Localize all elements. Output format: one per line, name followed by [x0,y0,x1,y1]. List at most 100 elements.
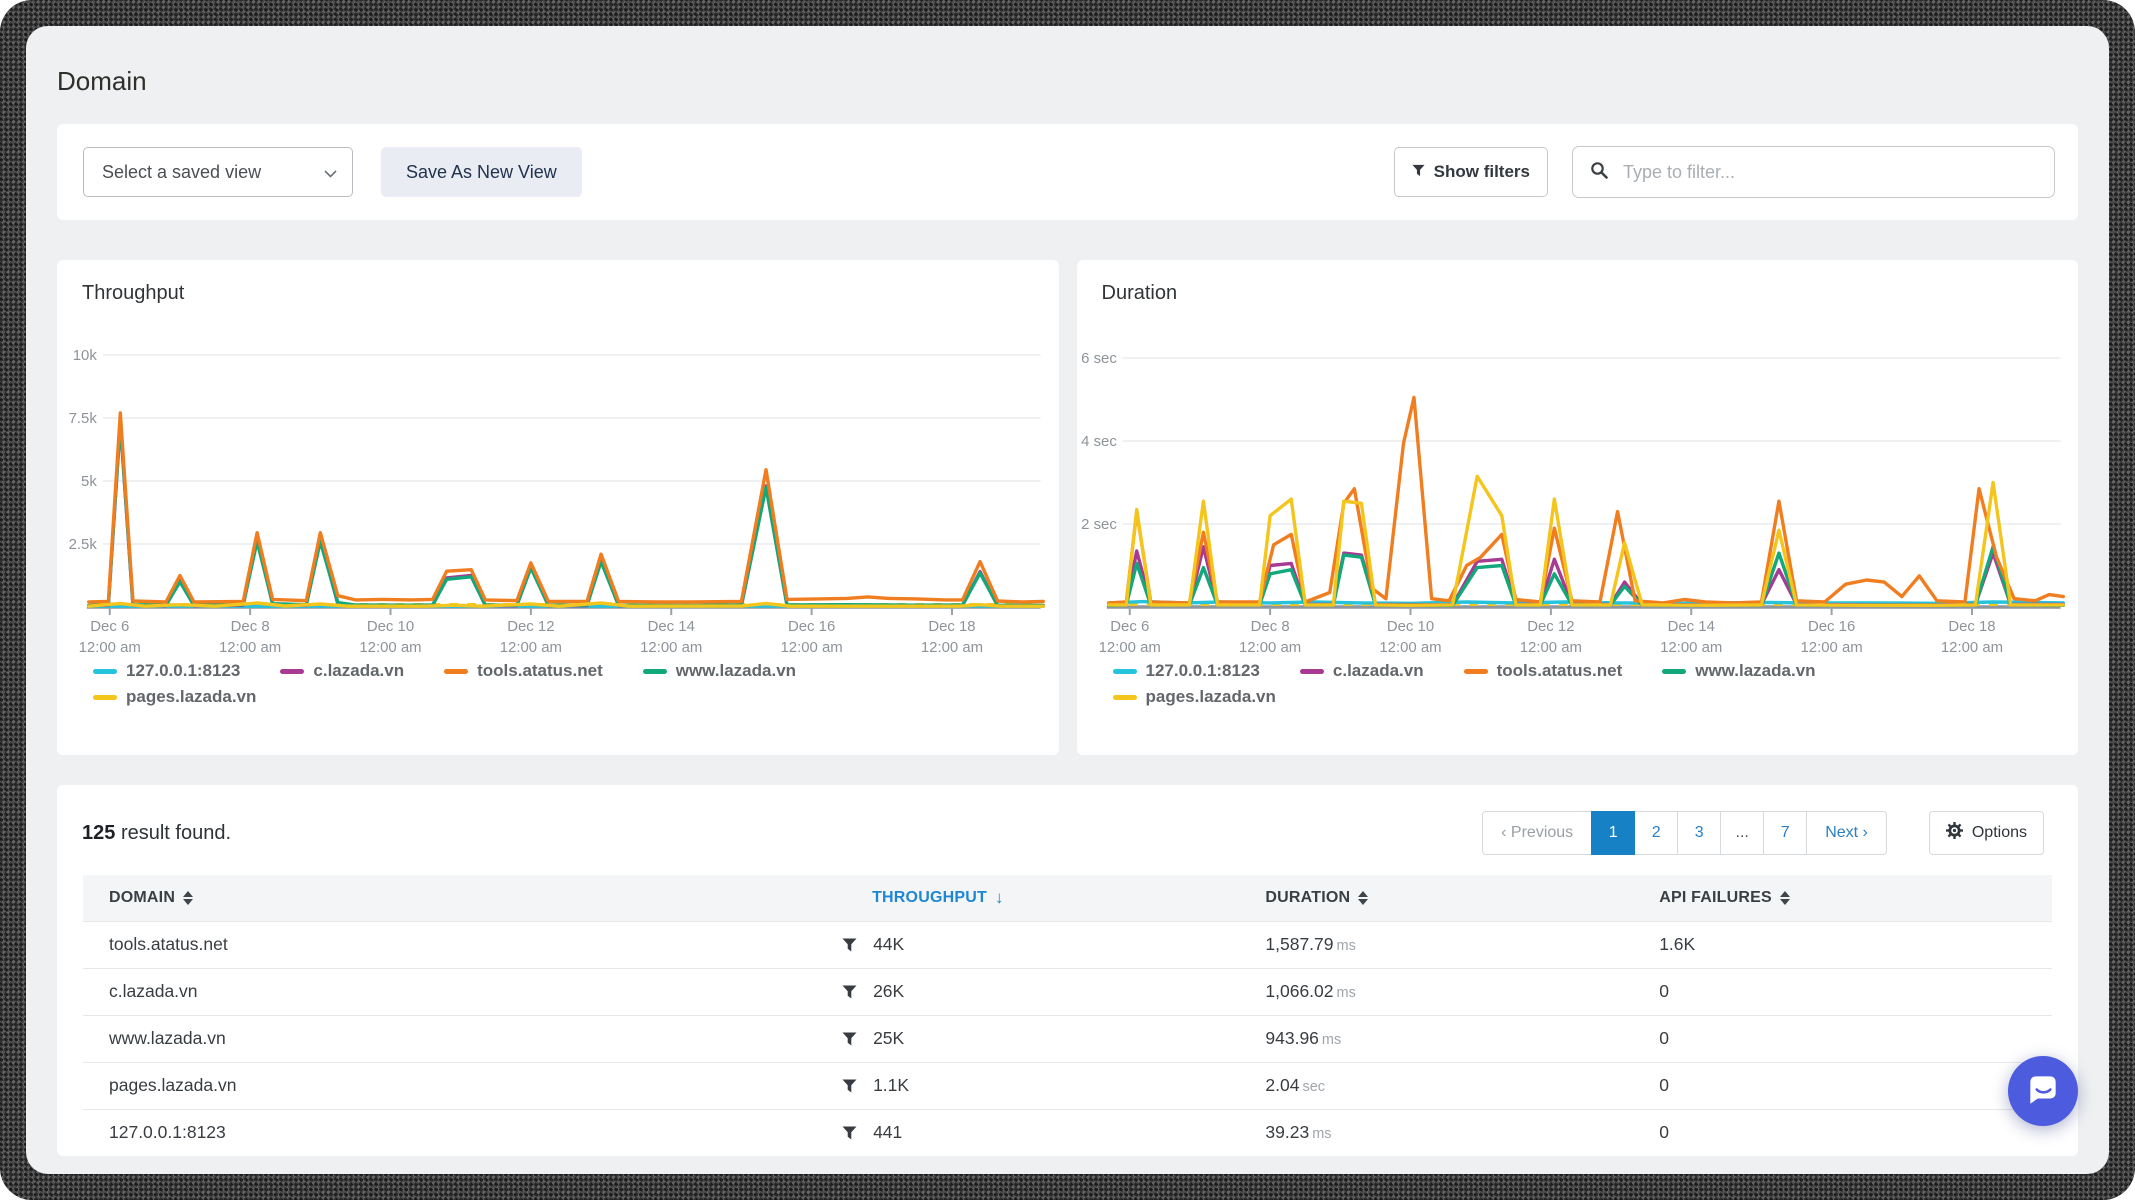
filter-funnel-icon[interactable] [842,1032,857,1046]
svg-text:12:00 am: 12:00 am [1940,639,2002,656]
svg-text:Dec 16: Dec 16 [1807,618,1854,635]
throughput-chart-legend: 127.0.0.1:8123 c.lazada.vn tools.atatus.ne… [57,661,877,707]
cell-domain: tools.atatus.net [83,921,841,968]
svg-text:12:00 am: 12:00 am [1239,639,1301,656]
page-button-2[interactable]: 2 [1634,811,1678,855]
legend-label: www.lazada.vn [676,661,796,681]
legend-swatch [280,669,304,674]
charts-row: Throughput 2.5k5k7.5k10kDec 612:00 amDec… [57,260,2078,755]
legend-swatch [1113,669,1137,674]
legend-item[interactable]: c.lazada.vn [1300,661,1424,681]
cell-api-failures: 0 [1658,968,2052,1015]
table-header: DOMAINTHROUGHPUT↓DURATIONAPI FAILURES [83,875,2052,921]
svg-text:Dec 6: Dec 6 [90,618,129,635]
svg-text:Dec 14: Dec 14 [648,618,695,635]
cell-api-failures: 0 [1658,1015,2052,1062]
legend-item[interactable]: pages.lazada.vn [1113,687,1276,707]
legend-item[interactable]: www.lazada.vn [643,661,796,681]
filter-funnel-icon[interactable] [842,985,857,999]
page-button-1[interactable]: 1 [1591,811,1635,855]
legend-item[interactable]: c.lazada.vn [280,661,404,681]
legend-item[interactable]: tools.atatus.net [444,661,603,681]
column-header-api-failures[interactable]: API FAILURES [1658,875,2052,921]
screenshot-frame: Domain Select a saved view Save As New V… [0,0,2135,1200]
cell-duration: 943.96ms [1264,1015,1658,1062]
legend-label: 127.0.0.1:8123 [126,661,240,681]
duration-chart-title: Duration [1102,282,2079,305]
column-header-domain[interactable]: DOMAIN [83,875,841,921]
filter-funnel-icon[interactable] [842,1079,857,1093]
cell-throughput: 441 [841,1109,1264,1156]
throughput-chart-card: Throughput 2.5k5k7.5k10kDec 612:00 amDec… [57,260,1059,755]
svg-text:Dec 8: Dec 8 [1250,618,1289,635]
legend-item[interactable]: tools.atatus.net [1464,661,1623,681]
saved-view-select-value: Select a saved view [102,162,261,183]
legend-item[interactable]: 127.0.0.1:8123 [93,661,240,681]
previous-page-button[interactable]: ‹ Previous [1482,811,1592,855]
table-controls-right: ‹ Previous123...7Next › Options [1482,811,2044,855]
legend-label: pages.lazada.vn [126,687,256,707]
column-header-duration[interactable]: DURATION [1264,875,1658,921]
svg-text:12:00 am: 12:00 am [1519,639,1581,656]
cell-domain: c.lazada.vn [83,968,841,1015]
sort-icon [1780,891,1790,905]
toolbar-right: Show filters [1394,146,2055,198]
save-as-new-view-button[interactable]: Save As New View [381,147,582,197]
results-summary: 125 result found. [82,822,231,845]
svg-text:12:00 am: 12:00 am [219,639,281,656]
sort-icon [183,891,193,905]
options-button[interactable]: Options [1929,811,2044,855]
saved-view-select[interactable]: Select a saved view [83,147,353,197]
page-button-7[interactable]: 7 [1763,811,1807,855]
legend-label: tools.atatus.net [477,661,603,681]
legend-item[interactable]: pages.lazada.vn [93,687,256,707]
cell-throughput: 1.1K [841,1062,1264,1109]
svg-text:Dec 18: Dec 18 [1948,618,1995,635]
page-button-...[interactable]: ... [1720,811,1764,855]
filter-search-input[interactable] [1621,161,2037,184]
table-row[interactable]: c.lazada.vn26K1,066.02ms0 [83,968,2052,1015]
svg-text:Dec 18: Dec 18 [928,618,975,635]
cell-domain: 127.0.0.1:8123 [83,1109,841,1156]
legend-label: www.lazada.vn [1695,661,1815,681]
svg-text:Dec 10: Dec 10 [1386,618,1433,635]
legend-item[interactable]: 127.0.0.1:8123 [1113,661,1260,681]
svg-text:7.5k: 7.5k [69,410,98,427]
legend-label: 127.0.0.1:8123 [1146,661,1260,681]
next-page-button[interactable]: Next › [1806,811,1887,855]
legend-swatch [93,669,117,674]
filter-funnel-icon[interactable] [842,1126,857,1140]
filter-funnel-icon[interactable] [842,938,857,952]
column-header-throughput[interactable]: THROUGHPUT↓ [841,875,1264,921]
domains-table: DOMAINTHROUGHPUT↓DURATIONAPI FAILURES to… [83,875,2052,1156]
filter-toolbar: Select a saved view Save As New View Sho… [57,124,2078,220]
svg-text:12:00 am: 12:00 am [359,639,421,656]
show-filters-button[interactable]: Show filters [1394,147,1548,197]
table-row[interactable]: www.lazada.vn25K943.96ms0 [83,1015,2052,1062]
svg-text:Dec 10: Dec 10 [367,618,414,635]
cell-throughput: 44K [841,921,1264,968]
svg-text:12:00 am: 12:00 am [500,639,562,656]
svg-text:12:00 am: 12:00 am [1660,639,1722,656]
page-button-3[interactable]: 3 [1677,811,1721,855]
pagination: ‹ Previous123...7Next › [1482,811,1887,855]
chat-icon [2024,1070,2062,1113]
cell-domain: www.lazada.vn [83,1015,841,1062]
svg-text:Dec 6: Dec 6 [1110,618,1149,635]
search-icon [1590,161,1608,184]
table-row[interactable]: tools.atatus.net44K1,587.79ms1.6K [83,921,2052,968]
throughput-chart-title: Throughput [82,282,1059,305]
svg-text:5k: 5k [81,473,97,490]
svg-text:2 sec: 2 sec [1081,516,1117,533]
legend-item[interactable]: www.lazada.vn [1662,661,1815,681]
duration-chart: 2 sec4 sec6 secDec 612:00 amDec 812:00 a… [1077,327,2079,657]
table-row[interactable]: 127.0.0.1:812344139.23ms0 [83,1109,2052,1156]
gear-icon [1946,822,1963,844]
cell-duration: 39.23ms [1264,1109,1658,1156]
chat-launcher-button[interactable] [2008,1056,2078,1126]
cell-throughput: 26K [841,968,1264,1015]
cell-duration: 2.04sec [1264,1062,1658,1109]
cell-duration: 1,587.79ms [1264,921,1658,968]
table-row[interactable]: pages.lazada.vn1.1K2.04sec0 [83,1062,2052,1109]
cell-domain: pages.lazada.vn [83,1062,841,1109]
